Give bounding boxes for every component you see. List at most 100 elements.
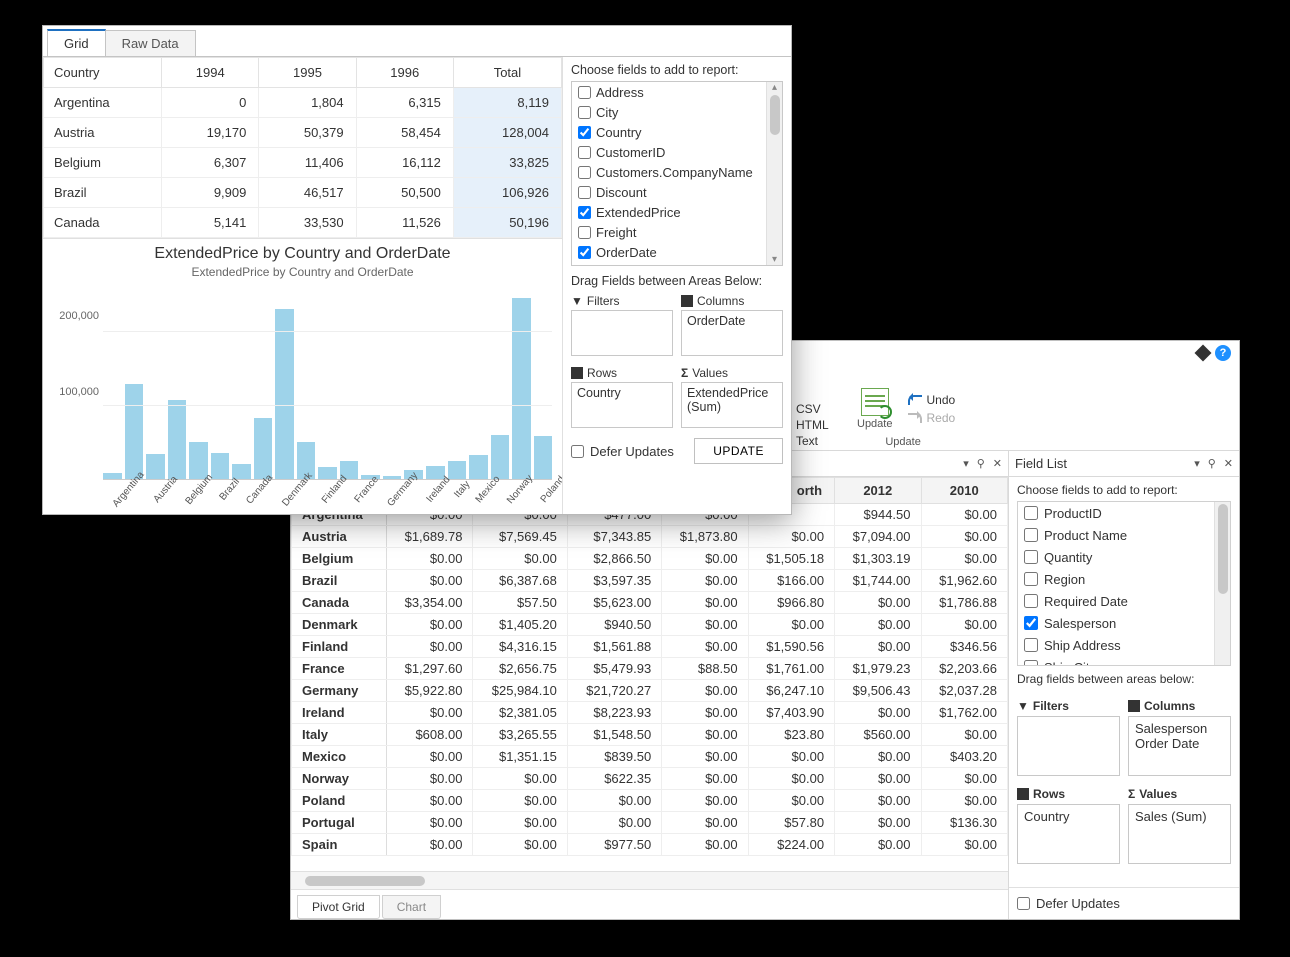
columns-box[interactable]: OrderDate xyxy=(681,310,783,356)
v-scrollbar[interactable]: ▴ ▾ xyxy=(766,82,782,265)
bar[interactable] xyxy=(211,453,230,479)
field-item[interactable]: Quantity xyxy=(1018,546,1230,568)
bar[interactable] xyxy=(448,461,467,479)
field-checkbox[interactable] xyxy=(578,86,591,99)
filters-box[interactable] xyxy=(571,310,673,356)
field-list[interactable]: AddressCityCountryCustomerIDCustomers.Co… xyxy=(571,81,783,266)
redo-icon xyxy=(908,413,922,423)
field-item[interactable]: Freight xyxy=(572,222,782,242)
field-checkbox[interactable] xyxy=(578,246,591,259)
field-item[interactable]: OrderDate xyxy=(572,242,782,262)
field-item[interactable]: ExtendedPrice xyxy=(572,202,782,222)
pin-icon[interactable]: ⚲ xyxy=(977,457,985,470)
field-checkbox[interactable] xyxy=(578,186,591,199)
field-item[interactable]: Region xyxy=(1018,568,1230,590)
redo-button: Redo xyxy=(908,411,955,425)
filters-box[interactable] xyxy=(1017,716,1120,776)
qat-icon[interactable] xyxy=(1195,345,1212,362)
values-box[interactable]: ExtendedPrice (Sum) xyxy=(681,382,783,428)
bar[interactable] xyxy=(275,309,294,479)
field-item[interactable]: OrderID xyxy=(572,262,782,266)
undo-button[interactable]: Undo xyxy=(908,393,955,407)
update-button[interactable]: UPDATE xyxy=(694,438,783,464)
choose-fields-label: Choose fields to add to report: xyxy=(1009,477,1239,501)
field-item[interactable]: ProductID xyxy=(1018,502,1230,524)
scrollbar-thumb[interactable] xyxy=(305,876,425,886)
pivot-grid[interactable]: orth20122010Argentina$0.00$0.00$477.00$0… xyxy=(291,477,1008,871)
field-checkbox[interactable] xyxy=(578,226,591,239)
v-scrollbar[interactable] xyxy=(1214,502,1230,665)
tab-chart[interactable]: Chart xyxy=(382,895,441,919)
h-scrollbar[interactable] xyxy=(291,871,1008,889)
export-csv[interactable]: CSV xyxy=(796,402,821,416)
bar[interactable] xyxy=(254,418,273,479)
bar[interactable] xyxy=(469,455,488,479)
close-icon[interactable]: ✕ xyxy=(1224,457,1233,470)
field-checkbox[interactable] xyxy=(578,106,591,119)
field-checkbox[interactable] xyxy=(1024,638,1038,652)
rows-box[interactable]: Country xyxy=(1017,804,1120,864)
bar[interactable] xyxy=(318,467,337,479)
field-checkbox[interactable] xyxy=(578,146,591,159)
bar[interactable] xyxy=(125,384,144,479)
bar[interactable] xyxy=(146,454,165,479)
field-checkbox[interactable] xyxy=(578,266,591,267)
export-text[interactable]: Text xyxy=(796,434,818,448)
scroll-up-icon[interactable]: ▴ xyxy=(772,82,777,93)
columns-box[interactable]: Salesperson Order Date xyxy=(1128,716,1231,776)
pin-icon[interactable]: ⚲ xyxy=(1208,457,1216,470)
export-html[interactable]: HTML xyxy=(796,418,829,432)
x-label: Norway xyxy=(505,473,545,514)
field-item[interactable]: City xyxy=(572,102,782,122)
sigma-icon: Σ xyxy=(1128,787,1135,801)
field-item[interactable]: Salesperson xyxy=(1018,612,1230,634)
field-item[interactable]: Ship City xyxy=(1018,656,1230,666)
help-icon[interactable]: ? xyxy=(1215,345,1231,361)
defer-checkbox[interactable] xyxy=(571,445,584,458)
dropdown-icon[interactable]: ▾ xyxy=(1194,457,1200,470)
field-checkbox[interactable] xyxy=(1024,550,1038,564)
columns-label: Columns xyxy=(697,294,744,308)
field-item[interactable]: CustomerID xyxy=(572,142,782,162)
field-checkbox[interactable] xyxy=(1024,572,1038,586)
grid-icon xyxy=(571,367,583,379)
bar[interactable] xyxy=(534,436,553,479)
close-icon[interactable]: ✕ xyxy=(993,457,1002,470)
field-item[interactable]: Discount xyxy=(572,182,782,202)
sigma-icon: Σ xyxy=(681,366,688,380)
field-checkbox[interactable] xyxy=(578,126,591,139)
field-checkbox[interactable] xyxy=(1024,660,1038,666)
tab-grid[interactable]: Grid xyxy=(47,29,106,56)
ribbon-update-group: Update Undo Redo Update xyxy=(851,384,955,448)
summary-grid[interactable]: Country199419951996TotalArgentina01,8046… xyxy=(43,57,562,239)
update-button-large[interactable]: Update xyxy=(851,384,898,434)
bar[interactable] xyxy=(103,473,122,479)
field-checkbox[interactable] xyxy=(1024,528,1038,542)
scroll-down-icon[interactable]: ▾ xyxy=(772,254,777,265)
filters-label: Filters xyxy=(587,294,620,308)
field-item[interactable]: Customers.CompanyName xyxy=(572,162,782,182)
field-checkbox[interactable] xyxy=(1024,594,1038,608)
field-item[interactable]: Required Date xyxy=(1018,590,1230,612)
field-checkbox[interactable] xyxy=(578,166,591,179)
bar[interactable] xyxy=(168,400,187,479)
bar[interactable] xyxy=(512,298,531,479)
rows-box[interactable]: Country xyxy=(571,382,673,428)
defer-checkbox[interactable] xyxy=(1017,897,1030,910)
field-list[interactable]: ProductIDProduct NameQuantityRegionRequi… xyxy=(1017,501,1231,666)
field-item[interactable]: Product Name xyxy=(1018,524,1230,546)
field-checkbox[interactable] xyxy=(578,206,591,219)
tab-raw-data[interactable]: Raw Data xyxy=(105,30,196,56)
dropdown-icon[interactable]: ▾ xyxy=(963,457,969,470)
tab-pivot-grid[interactable]: Pivot Grid xyxy=(297,895,380,919)
rows-label: Rows xyxy=(1033,787,1065,801)
bar[interactable] xyxy=(383,476,402,479)
field-item[interactable]: Ship Address xyxy=(1018,634,1230,656)
values-box[interactable]: Sales (Sum) xyxy=(1128,804,1231,864)
field-item[interactable]: Address xyxy=(572,82,782,102)
field-panel: Choose fields to add to report: AddressC… xyxy=(563,57,791,514)
bar[interactable] xyxy=(491,435,510,479)
field-checkbox[interactable] xyxy=(1024,506,1038,520)
field-checkbox[interactable] xyxy=(1024,616,1038,630)
field-item[interactable]: Country xyxy=(572,122,782,142)
